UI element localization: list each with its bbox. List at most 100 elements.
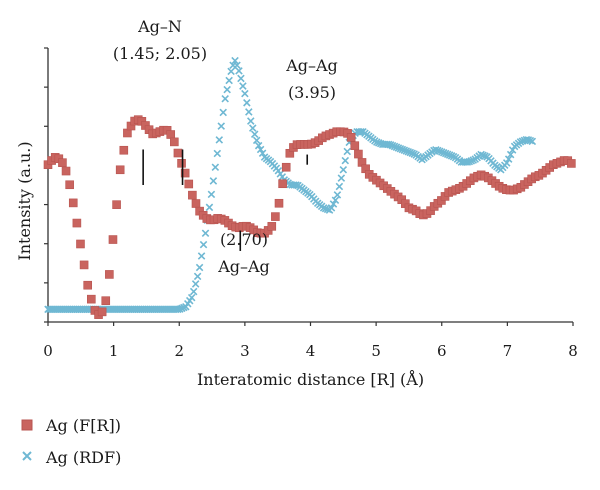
- rdf-point: [209, 177, 218, 185]
- legend-x-marker-icon: [22, 451, 32, 461]
- rdf-point: [241, 89, 249, 98]
- fr-point: [278, 179, 287, 189]
- rdf-point: [400, 146, 409, 155]
- rdf-point: [341, 156, 350, 165]
- fr-point: [191, 199, 201, 208]
- x-tick-label: 5: [371, 342, 381, 360]
- rdf-point: [504, 155, 513, 163]
- fr-point: [267, 222, 277, 231]
- fr-point: [567, 159, 576, 168]
- fr-point: [346, 133, 356, 142]
- rdf-point: [292, 181, 300, 189]
- rdf-point: [248, 124, 257, 132]
- rdf-point: [524, 136, 533, 144]
- fr-point: [166, 130, 176, 139]
- rdf-point: [518, 137, 527, 145]
- rdf-point: [256, 145, 265, 154]
- rdf-point: [199, 240, 208, 249]
- rdf-point: [404, 147, 413, 156]
- rdf-point: [331, 196, 340, 204]
- fr-point: [68, 198, 78, 208]
- fr-point: [184, 179, 194, 189]
- annotation-ag-ag-value: (3.95): [288, 83, 336, 102]
- rdf-point: [447, 152, 456, 160]
- rdf-point: [191, 280, 200, 288]
- rdf-point: [239, 82, 247, 90]
- rdf-point: [227, 67, 235, 76]
- annotation-ag-ag-2-value: (2.70): [220, 230, 268, 249]
- rdf-point: [465, 157, 474, 166]
- annotation-ag-n-label: Ag–N: [137, 17, 182, 36]
- fr-point: [180, 168, 190, 178]
- fr-point: [108, 235, 118, 244]
- fr-point: [65, 180, 74, 190]
- rdf-point: [321, 204, 330, 213]
- x-axis-title: Interatomic distance [R] (Å): [197, 369, 424, 389]
- rdf-point: [441, 149, 450, 158]
- fr-point: [83, 280, 93, 290]
- y-axis-title: Intensity (a.u.): [15, 141, 34, 260]
- annotation-ag-ag-2-label: Ag–Ag: [217, 257, 270, 276]
- fr-point: [274, 198, 284, 208]
- fr-point: [271, 212, 280, 221]
- annotation-markers: [142, 149, 309, 251]
- rdf-point: [211, 163, 220, 172]
- rdf-point: [445, 151, 454, 159]
- rdf-point: [388, 141, 397, 150]
- rdf-point: [215, 136, 224, 144]
- fr-point: [188, 190, 197, 200]
- rdf-point: [526, 136, 535, 145]
- rdf-point: [402, 147, 411, 155]
- rdf-point: [254, 141, 263, 150]
- rdf-point: [432, 145, 440, 154]
- rdf-point: [508, 146, 517, 154]
- rdf-point: [343, 147, 352, 156]
- rdf-point: [339, 166, 348, 174]
- rdf-point: [225, 76, 233, 85]
- fr-point: [72, 218, 82, 228]
- rdf-point: [201, 229, 210, 237]
- rdf-point: [243, 99, 251, 107]
- legend: Ag (F[R]) Ag (RDF): [21, 416, 121, 467]
- rdf-point: [436, 147, 444, 156]
- fr-point: [87, 294, 96, 304]
- rdf-point: [506, 150, 515, 159]
- fr-point: [115, 165, 125, 175]
- legend-label-ag-rdf: Ag (RDF): [45, 448, 121, 467]
- fr-point: [354, 149, 363, 159]
- annotation-ag-n-value: (1.45; 2.05): [113, 44, 207, 63]
- series-ag-rdf: [44, 56, 537, 314]
- rdf-point: [205, 203, 214, 212]
- fr-point: [350, 141, 360, 150]
- rdf-point: [221, 94, 229, 103]
- rdf-point: [373, 138, 381, 146]
- fr-point: [177, 159, 186, 168]
- rdf-point: [357, 127, 365, 136]
- fr-point: [119, 145, 129, 155]
- rdf-point: [374, 139, 383, 147]
- x-tick-label: 1: [109, 342, 119, 360]
- x-tick-label: 3: [240, 342, 250, 360]
- rdf-point: [231, 56, 239, 65]
- rdf-point: [213, 149, 222, 158]
- x-tick-label: 6: [437, 342, 447, 360]
- rdf-point: [250, 130, 259, 139]
- x-tick-label: 7: [503, 342, 513, 360]
- rdf-point: [217, 122, 226, 130]
- rdf-point: [398, 145, 407, 154]
- fr-point: [79, 260, 89, 270]
- x-tick-label: 4: [306, 342, 316, 360]
- rdf-point: [187, 293, 196, 302]
- rdf-point: [247, 117, 255, 125]
- rdf-point: [223, 85, 231, 94]
- fr-point: [76, 239, 85, 249]
- rdf-point: [245, 108, 253, 116]
- rdf-point: [193, 272, 202, 281]
- rdf-point: [252, 136, 261, 145]
- rdf-point: [337, 174, 346, 182]
- rdf-point: [335, 182, 344, 191]
- rdf-point: [396, 144, 405, 153]
- fr-point: [105, 270, 114, 279]
- rdf-point: [528, 137, 537, 146]
- rdf-point: [178, 304, 186, 313]
